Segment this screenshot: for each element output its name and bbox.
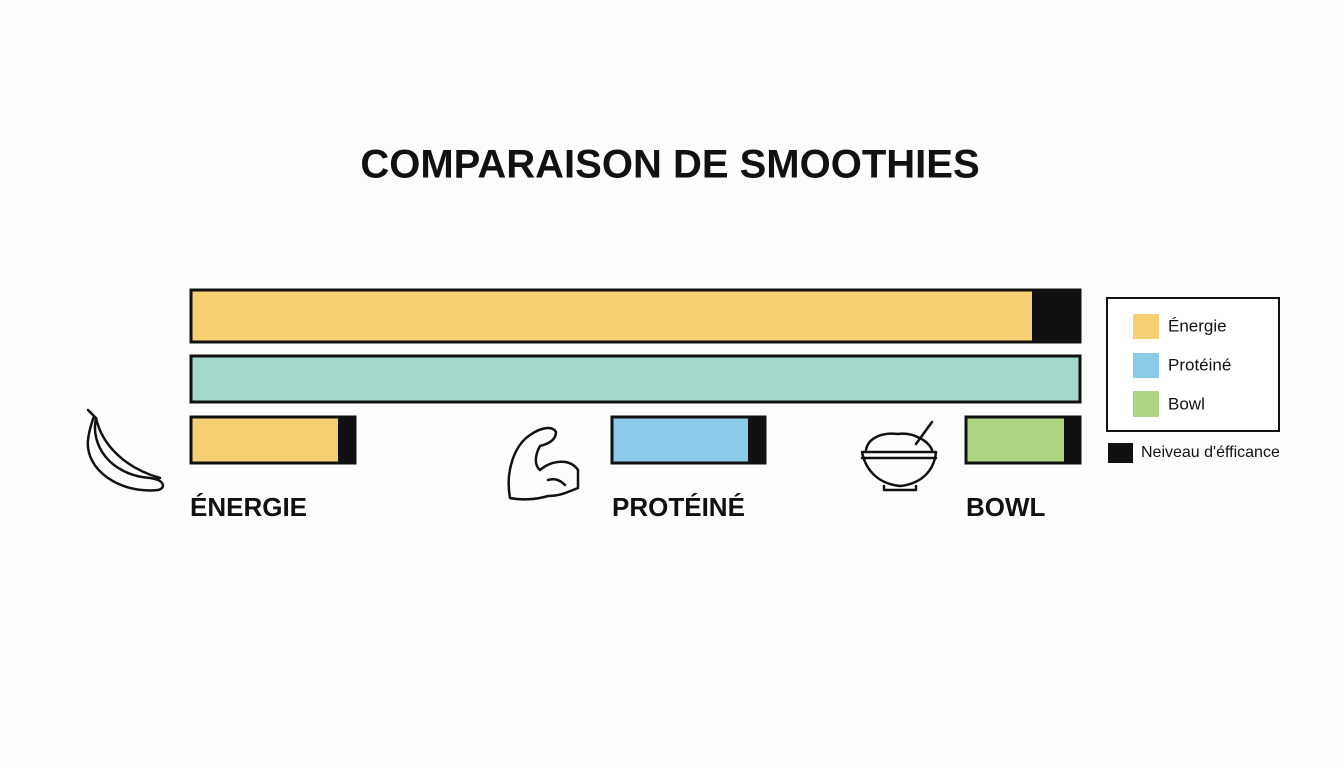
category-label: PROTÉINÉ (612, 492, 745, 522)
bar-protein (610, 415, 767, 465)
bar-energy-total (189, 288, 1082, 344)
legend-label: Bowl (1168, 394, 1205, 413)
legend-label: Protéiné (1168, 355, 1231, 374)
bar-efficiency (338, 417, 355, 463)
legend-label: Énergie (1168, 316, 1227, 335)
bar-total (189, 354, 1082, 404)
arm-icon (507, 426, 580, 501)
bar-energy (189, 415, 357, 465)
bowl-icon (860, 420, 938, 492)
legend-swatch (1108, 443, 1133, 463)
legend-label: Neiveau d'éfficance (1141, 444, 1280, 461)
title: COMPARAISON DE SMOOTHIES (360, 143, 979, 187)
legend-swatch (1133, 391, 1159, 417)
banana-icon (86, 408, 165, 492)
legend-swatch (1133, 353, 1159, 378)
bar-efficiency (1064, 417, 1080, 463)
bar-efficiency (748, 417, 765, 463)
category-label: BOWL (966, 492, 1046, 522)
bar-efficiency (1032, 290, 1080, 342)
bar-bowl (964, 415, 1082, 465)
legend-swatch (1133, 314, 1159, 339)
category-label: ÉNERGIE (190, 492, 307, 522)
